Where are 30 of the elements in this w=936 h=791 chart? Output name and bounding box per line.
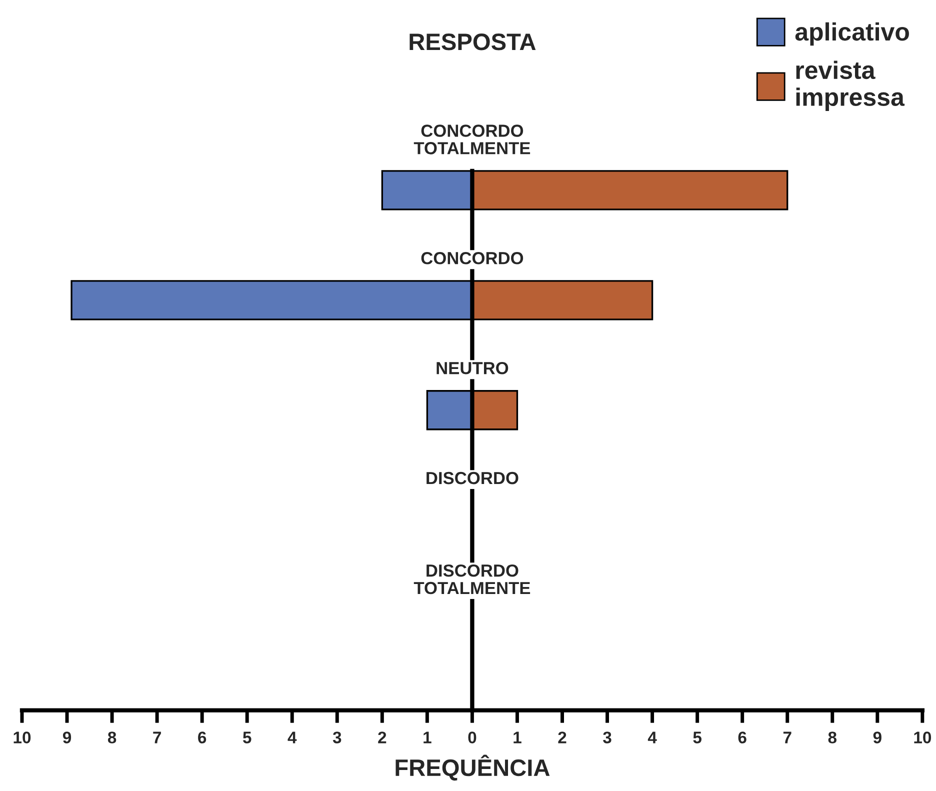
x-tick-label: 2 (378, 732, 386, 744)
y-tick-label: DISCORDO TOTALMENTE (414, 564, 530, 594)
x-tick-label: 4 (648, 732, 657, 744)
x-tick-label: 3 (332, 732, 342, 744)
y-axis-title: RESPOSTA (410, 34, 536, 50)
x-tick-label: 10 (14, 732, 31, 744)
x-tick-label: 4 (288, 732, 297, 744)
x-tick-label: 9 (62, 732, 72, 744)
x-tick-label: 6 (738, 732, 746, 744)
x-tick-label: 0 (468, 732, 476, 744)
x-tick-label: 1 (424, 732, 432, 744)
x-tick-label: 8 (828, 732, 837, 744)
x-tick-label: 8 (108, 732, 116, 744)
x-tick-label: 7 (153, 732, 161, 744)
y-tick-label: NEUTRO (436, 362, 508, 374)
legend-label: revista impressa (796, 60, 905, 111)
legend-label: aplicativo (795, 22, 909, 46)
x-tick-label: 7 (783, 732, 792, 744)
y-tick-label: DISCORDO (426, 472, 518, 484)
y-tick-label: CONCORDO TOTALMENTE (414, 124, 530, 154)
x-tick-label: 9 (873, 732, 882, 744)
x-tick-label: 10 (914, 732, 932, 744)
x-tick-label: 5 (693, 732, 702, 744)
x-tick-label: 6 (198, 732, 206, 744)
x-tick-label: 2 (558, 732, 566, 744)
x-tick-label: 3 (603, 732, 612, 744)
y-tick-label: CONCORDO (421, 252, 524, 264)
x-axis-title: FREQUÊNCIA (396, 754, 550, 781)
x-tick-label: 5 (242, 732, 252, 744)
x-tick-label: 1 (514, 732, 522, 744)
